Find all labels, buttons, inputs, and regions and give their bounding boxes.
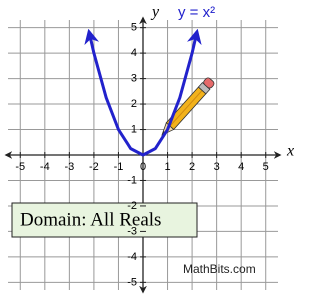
x-axis-label: x <box>286 143 294 160</box>
curve <box>84 28 202 157</box>
y-axis-label: y <box>150 4 160 21</box>
x-tick-label: 1 <box>164 161 170 173</box>
watermark: MathBits.com <box>183 262 256 276</box>
x-tick-label: -1 <box>114 161 124 173</box>
y-tick-label: -1 <box>127 174 137 186</box>
y-tick-label: -4 <box>127 251 137 263</box>
x-tick-label: 5 <box>263 161 269 173</box>
x-tick-label: -3 <box>64 161 74 173</box>
domain-label: Domain: All Reals <box>20 209 161 230</box>
x-tick-label: -4 <box>40 161 50 173</box>
y-tick-label: 4 <box>131 47 137 59</box>
y-tick-label: 1 <box>131 123 137 135</box>
x-tick-label: -5 <box>15 161 25 173</box>
y-tick-label: -3 <box>127 225 137 237</box>
y-tick-label: 2 <box>131 98 137 110</box>
x-tick-label: 2 <box>189 161 195 173</box>
x-tick-label: -2 <box>89 161 99 173</box>
x-tick-label: 4 <box>238 161 244 173</box>
domain-box <box>11 202 198 238</box>
chart-title: y = x² <box>178 4 215 21</box>
y-tick-label: -2 <box>127 200 137 212</box>
y-tick-label: 3 <box>131 72 137 84</box>
y-tick-label: -5 <box>127 276 137 288</box>
x-tick-label: 0 <box>140 161 146 173</box>
y-tick-label: 5 <box>131 22 137 34</box>
chart: x y y = x² Domain: All Reals MathBits.co… <box>4 4 294 294</box>
x-tick-label: 3 <box>214 161 220 173</box>
